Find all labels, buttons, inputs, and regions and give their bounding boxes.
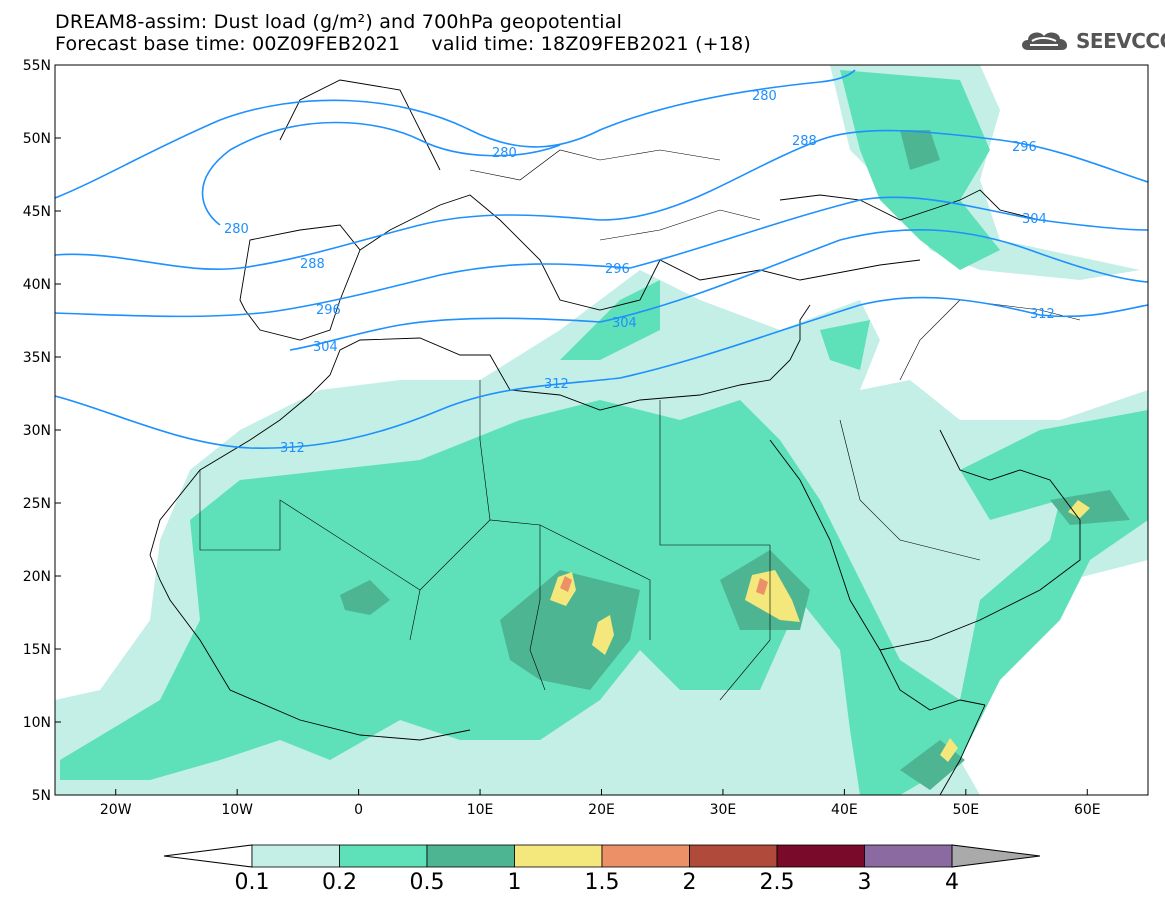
colorbar-under-arrow xyxy=(163,844,253,868)
lat-tick-label: 40N xyxy=(23,277,51,293)
lon-tick-label: 0 xyxy=(354,802,363,818)
contour-label: 280 xyxy=(224,222,249,237)
colorbar: 0.1 0.2 0.5 1 1.5 2 2.5 3 4 xyxy=(163,844,1041,895)
contour-label: 296 xyxy=(1012,140,1037,155)
geopotential-contours xyxy=(55,69,1148,449)
contour-label: 312 xyxy=(544,377,569,392)
colorbar-label: 0.1 xyxy=(235,870,270,895)
lat-tick-label: 50N xyxy=(23,131,51,147)
contour-label: 280 xyxy=(752,89,777,104)
colorbar-swatch xyxy=(339,844,428,868)
contour-label: 304 xyxy=(313,340,338,355)
seevccc-logo: SEEVCCC xyxy=(1018,26,1165,56)
contour-label: 312 xyxy=(1030,307,1055,322)
map-title: DREAM8-assim: Dust load (g/m²) and 700hP… xyxy=(55,11,623,33)
logo-text: SEEVCCC xyxy=(1076,29,1165,53)
map-subtitle-times: Forecast base time: 00Z09FEB2021 valid t… xyxy=(55,33,751,55)
dust-shading: 280 280 280 288 288 296 296 296 304 304 … xyxy=(55,65,1148,795)
lon-tick-label: 20W xyxy=(100,802,132,818)
colorbar-label: 0.2 xyxy=(322,870,357,895)
dust-level-1.5 xyxy=(560,576,768,595)
lon-tick-label: 20E xyxy=(588,802,615,818)
colorbar-label: 2 xyxy=(683,870,697,895)
colorbar-swatch xyxy=(514,844,603,868)
lat-tick-label: 10N xyxy=(23,715,51,731)
lon-tick-label: 10E xyxy=(467,802,494,818)
contour-label: 304 xyxy=(1022,212,1047,227)
colorbar-over-arrow xyxy=(951,844,1041,868)
colorbar-label: 1 xyxy=(508,870,522,895)
colorbar-label: 3 xyxy=(858,870,872,895)
contour-label: 288 xyxy=(792,134,817,149)
coastlines xyxy=(149,79,1081,795)
contour-label: 296 xyxy=(316,303,341,318)
lat-tick-label: 55N xyxy=(23,58,51,74)
colorbar-swatch xyxy=(776,844,865,868)
latitude-axis: 55N 50N 45N 40N 35N 30N 25N 20N 15N 10N 5N xyxy=(23,58,61,804)
longitude-axis: 20W 10W 0 10E 20E 30E 40E 50E 60E xyxy=(100,789,1101,818)
contour-labels: 280 280 280 288 288 296 296 296 304 304 … xyxy=(224,89,1055,456)
lat-tick-label: 45N xyxy=(23,204,51,220)
lon-tick-label: 60E xyxy=(1074,802,1101,818)
lat-tick-label: 5N xyxy=(32,788,51,804)
colorbar-swatch xyxy=(864,844,953,868)
cloud-icon xyxy=(1022,32,1068,50)
lat-tick-label: 15N xyxy=(23,642,51,658)
lat-tick-label: 20N xyxy=(23,569,51,585)
contour-label: 312 xyxy=(280,441,305,456)
lat-tick-label: 35N xyxy=(23,350,51,366)
lon-tick-label: 30E xyxy=(710,802,737,818)
colorbar-swatch xyxy=(426,844,515,868)
lat-tick-label: 25N xyxy=(23,496,51,512)
colorbar-swatch xyxy=(689,844,778,868)
contour-label: 288 xyxy=(300,257,325,272)
contour-label: 304 xyxy=(612,316,637,331)
colorbar-label: 1.5 xyxy=(585,870,620,895)
lon-tick-label: 50E xyxy=(952,802,979,818)
lat-tick-label: 30N xyxy=(23,423,51,439)
contour-label: 280 xyxy=(492,146,517,161)
lon-tick-label: 10W xyxy=(221,802,253,818)
contour-label: 296 xyxy=(605,262,630,277)
colorbar-label: 2.5 xyxy=(760,870,795,895)
colorbar-swatch xyxy=(251,844,340,868)
lon-tick-label: 40E xyxy=(831,802,858,818)
colorbar-label: 0.5 xyxy=(410,870,445,895)
colorbar-label: 4 xyxy=(945,870,959,895)
colorbar-swatch xyxy=(601,844,690,868)
